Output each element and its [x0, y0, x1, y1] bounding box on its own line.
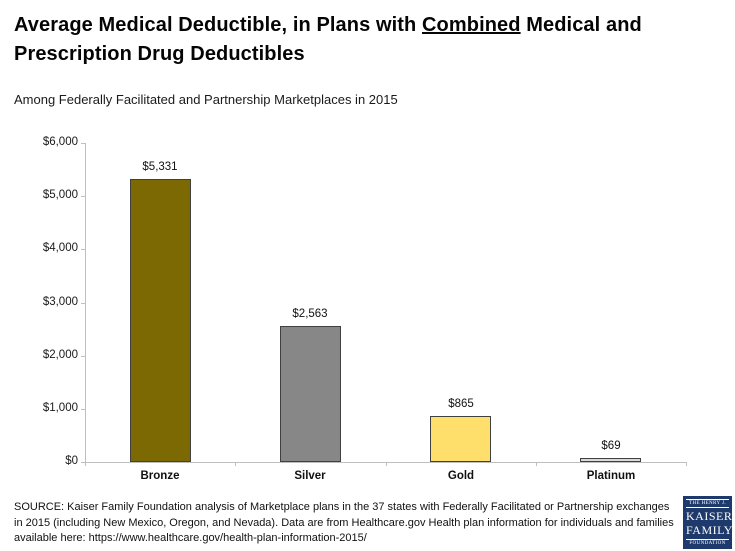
y-axis-tick-label: $1,000 [42, 401, 78, 414]
bar-value-label: $2,563 [292, 308, 328, 320]
source-note: SOURCE: Kaiser Family Foundation analysi… [14, 501, 674, 544]
logo-text-henry: THE HENRY J. [686, 499, 729, 508]
y-axis-tick-label: $3,000 [42, 295, 78, 308]
y-axis-tick [81, 249, 85, 251]
chart-subtitle: Among Federally Facilitated and Partners… [14, 92, 398, 107]
bar-silver [280, 326, 341, 462]
y-axis-tick [81, 355, 85, 357]
y-axis-tick-label: $2,000 [42, 348, 78, 361]
y-axis-tick-label: $4,000 [42, 242, 78, 255]
y-axis-tick-label: $5,000 [42, 189, 78, 202]
bar-gold [430, 416, 491, 462]
y-axis [85, 143, 86, 463]
logo-text-foundation: FOUNDATION [686, 538, 729, 547]
y-axis-tick [81, 143, 85, 144]
y-axis-tick [81, 462, 85, 463]
x-axis-tick [235, 462, 237, 466]
y-axis-tick [81, 196, 85, 198]
logo-text-kaiser: KAISER [686, 508, 733, 523]
x-axis-tick [535, 462, 537, 466]
logo-text-family: FAMILY [686, 523, 733, 538]
y-axis-tick-label: $0 [65, 455, 78, 467]
bar-value-label: $865 [448, 398, 474, 410]
y-axis-tick-label: $6,000 [42, 136, 78, 148]
title-text-part2: Medical and [520, 14, 642, 36]
title-text-line2: Prescription Drug Deductibles [14, 43, 305, 65]
x-axis-tick [85, 462, 86, 466]
x-axis-tick [385, 462, 387, 466]
y-axis-tick [81, 408, 85, 410]
category-label-bronze: Bronze [140, 470, 180, 482]
x-axis-tick [686, 462, 687, 466]
y-axis-tick [81, 302, 85, 304]
bar-value-label: $5,331 [142, 161, 178, 173]
kaiser-family-foundation-logo: THE HENRY J. KAISER FAMILY FOUNDATION [683, 496, 732, 549]
chart-title: Average Medical Deductible, in Plans wit… [14, 11, 724, 69]
bar-platinum [580, 458, 641, 462]
bar-value-label: $69 [601, 440, 621, 452]
title-text-part1: Average Medical Deductible, in Plans wit… [14, 14, 423, 36]
category-label-gold: Gold [447, 470, 475, 482]
category-label-platinum: Platinum [586, 470, 636, 482]
title-text-underlined: Combined [422, 14, 521, 36]
bar-bronze [130, 179, 191, 462]
category-label-silver: Silver [294, 470, 326, 482]
